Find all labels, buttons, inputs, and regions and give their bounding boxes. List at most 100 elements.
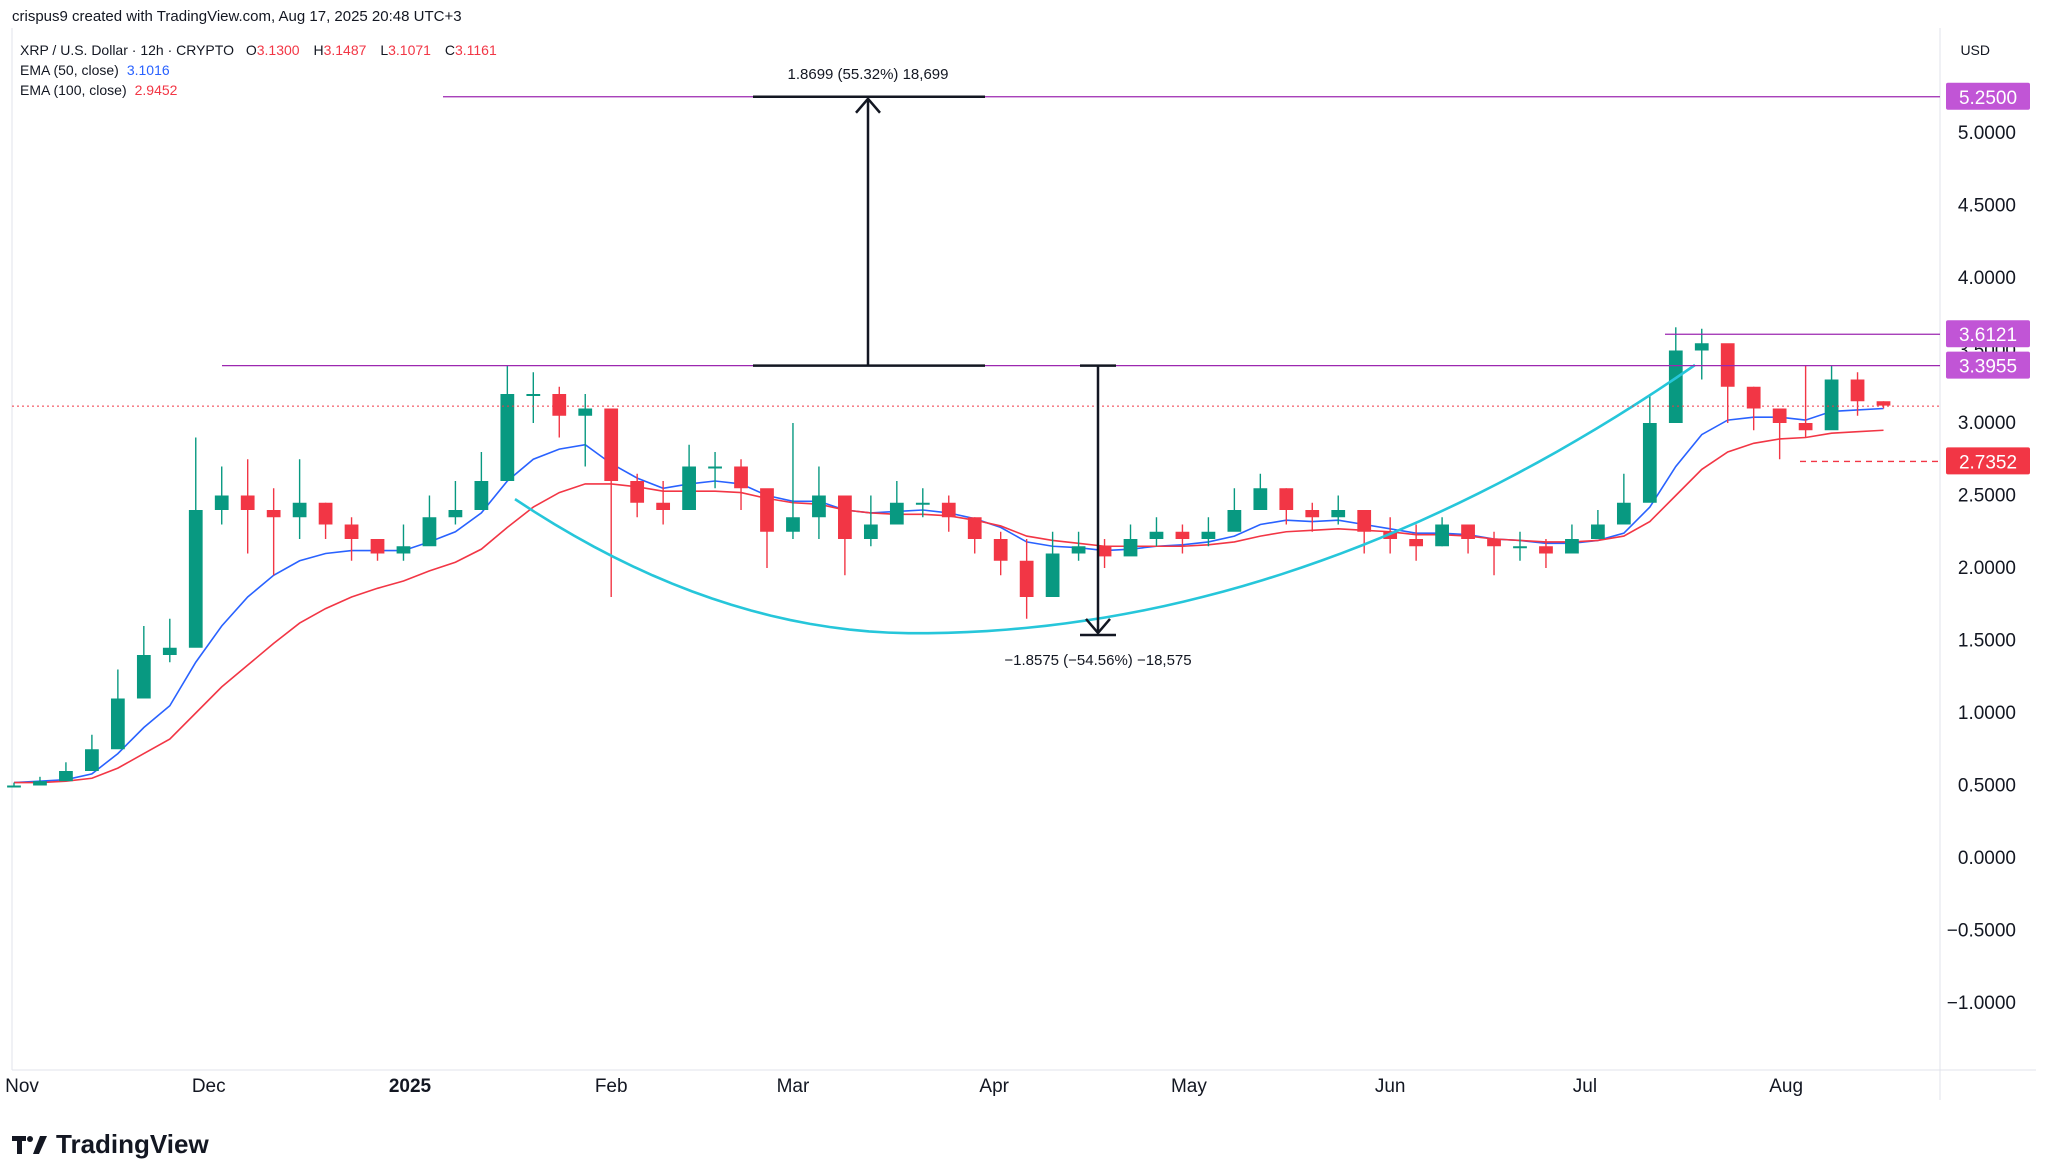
- candle-body: [578, 408, 593, 416]
- chart-legend: XRP / U.S. Dollar · 12h · CRYPTO O3.1300…: [20, 40, 507, 100]
- candle-body: [266, 510, 281, 518]
- candle-body: [59, 771, 73, 782]
- candle-body: [1513, 546, 1527, 549]
- y-tick-label: −0.5000: [1947, 921, 2016, 942]
- candle-body: [110, 698, 125, 750]
- candle-body: [1019, 560, 1034, 597]
- price-badge-label: 5.2500: [1959, 88, 2017, 109]
- candle-body: [1071, 546, 1086, 554]
- x-tick-label: Mar: [777, 1076, 810, 1097]
- candle-body: [1746, 386, 1761, 409]
- ema50-value: 3.1016: [126, 62, 170, 78]
- low-label: L: [380, 42, 389, 58]
- candle-body: [1850, 379, 1865, 402]
- candle-body: [967, 517, 982, 539]
- close-label: C: [444, 42, 455, 58]
- y-tick-label: 4.5000: [1958, 196, 2016, 217]
- candle-body: [1487, 539, 1501, 547]
- y-tick-label: 1.0000: [1958, 703, 2016, 724]
- y-tick-label: 0.0000: [1958, 848, 2016, 869]
- candle-body: [1694, 343, 1709, 351]
- candle-body: [734, 466, 748, 489]
- candle-body: [474, 481, 489, 510]
- candle-body: [188, 510, 203, 648]
- candle-body: [448, 510, 463, 518]
- ema100-line: [14, 429, 1884, 784]
- price-badge: [1946, 351, 2030, 379]
- high-value: 3.1487: [323, 42, 367, 58]
- candle-body: [1565, 539, 1579, 554]
- candle-body: [760, 488, 774, 532]
- measure-up-arrowhead: [855, 96, 881, 114]
- candle-body: [240, 495, 255, 510]
- candle-body: [162, 647, 177, 655]
- candle-body: [1720, 343, 1735, 387]
- candles-group: [7, 327, 1891, 788]
- price-badge-label: 3.6121: [1959, 325, 2017, 346]
- x-tick-label: Dec: [192, 1076, 226, 1097]
- price-badge: [1946, 320, 2030, 348]
- candle-body: [1305, 510, 1320, 518]
- ema50-line: [13, 407, 1884, 784]
- candle-body: [915, 502, 930, 505]
- cup-arc: [514, 363, 1696, 635]
- candle-body: [889, 502, 904, 525]
- candle-body: [863, 524, 878, 539]
- candle-body: [318, 502, 333, 525]
- candle-body: [500, 394, 515, 481]
- x-tick-label: Nov: [5, 1076, 39, 1097]
- candle-body: [552, 394, 567, 416]
- low-value: 3.1071: [388, 42, 431, 58]
- candle-body: [1045, 553, 1060, 597]
- brand-name: TradingView: [56, 1129, 209, 1159]
- tradingview-logo-icon: [12, 1134, 48, 1156]
- candle-body: [1097, 546, 1112, 557]
- candle-body: [1175, 531, 1190, 539]
- candle-body: [1591, 524, 1605, 539]
- price-badge: [1946, 447, 2030, 475]
- candle-body: [604, 408, 619, 481]
- candle-body: [1123, 539, 1138, 557]
- candle-body: [396, 546, 411, 554]
- ema50-label: EMA (50, close): [20, 62, 119, 78]
- y-tick-label: 2.5000: [1958, 486, 2016, 507]
- candle-body: [214, 495, 229, 510]
- candle-body: [136, 655, 151, 699]
- candle-body: [1668, 350, 1683, 423]
- candle-body: [656, 502, 671, 510]
- tradingview-brand[interactable]: TradingView: [12, 1129, 209, 1160]
- legend-ema50-row[interactable]: EMA (50, close) 3.1016: [20, 60, 507, 80]
- candle-body: [1772, 408, 1787, 423]
- candle-body: [812, 495, 826, 518]
- candle-body: [1798, 423, 1813, 431]
- candle-body: [1227, 510, 1242, 532]
- close-value: 3.1161: [454, 42, 497, 58]
- y-tick-label: 1.5000: [1958, 631, 2016, 652]
- candle-body: [1279, 488, 1294, 510]
- candle-body: [526, 394, 541, 396]
- symbol-label[interactable]: XRP / U.S. Dollar · 12h · CRYPTO: [20, 42, 234, 58]
- x-tick-label: Jul: [1573, 1076, 1597, 1097]
- y-tick-label: 3.0000: [1958, 413, 2016, 434]
- legend-ema100-row[interactable]: EMA (100, close) 2.9452: [20, 80, 507, 100]
- x-tick-label: Feb: [595, 1076, 628, 1097]
- candle-body: [33, 781, 47, 786]
- x-tick-label: Apr: [979, 1076, 1009, 1097]
- candle-body: [1642, 423, 1657, 503]
- measure-down-arrowhead: [1085, 618, 1111, 635]
- candle-body: [941, 502, 956, 518]
- candle-body: [838, 495, 852, 539]
- candle-body: [1357, 510, 1372, 532]
- ema100-label: EMA (100, close): [20, 82, 127, 98]
- candle-body: [1409, 539, 1424, 547]
- measure-down-label: −1.8575 (−54.56%) −18,575: [1004, 652, 1191, 669]
- currency-label[interactable]: USD: [1960, 42, 1990, 58]
- candle-body: [1201, 531, 1216, 539]
- candle-body: [85, 749, 99, 771]
- x-tick-label: May: [1171, 1076, 1207, 1097]
- open-label: O: [245, 42, 257, 58]
- y-tick-label: 0.5000: [1958, 776, 2016, 797]
- y-tick-label: 4.0000: [1958, 268, 2016, 289]
- ema100-value: 2.9452: [134, 82, 178, 98]
